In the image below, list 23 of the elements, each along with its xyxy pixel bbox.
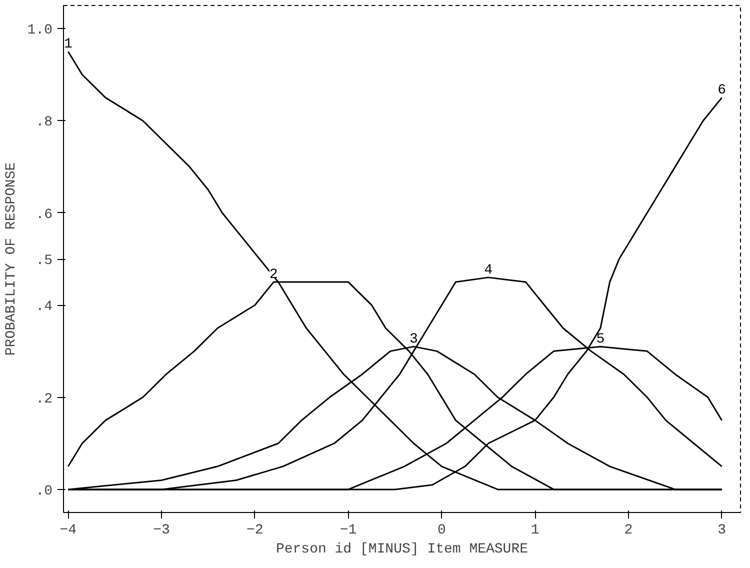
y-tick-label: .8	[36, 114, 53, 131]
x-tick-label: −1	[340, 522, 357, 538]
x-tick-label: −3	[153, 522, 170, 538]
y-tick-label: .5	[36, 253, 53, 269]
x-tick-label: −4	[60, 522, 77, 538]
series-label: 4	[484, 262, 493, 278]
series-label: 6	[718, 82, 726, 99]
x-tick-label: −2	[246, 522, 264, 538]
x-tick-label: 0	[437, 522, 446, 538]
x-tick-label: 3	[718, 522, 726, 538]
series-label: 2	[269, 267, 278, 284]
y-tick-label: .4	[36, 299, 53, 316]
x-tick-label: 1	[530, 522, 540, 538]
x-axis-title: Person id [MINUS] Item MEASURE	[276, 542, 528, 558]
y-axis-title: PROBABILITY OF RESPONSE	[3, 162, 20, 356]
y-tick-label: .2	[36, 391, 53, 408]
x-tick-label: 2	[624, 522, 633, 538]
series-label: 1	[64, 36, 72, 53]
y-tick-label: .0	[36, 483, 53, 500]
series-label: 3	[409, 332, 418, 348]
series-label: 5	[596, 332, 605, 348]
y-tick-label: 1.0	[27, 22, 53, 39]
y-tick-label: .6	[36, 206, 53, 223]
